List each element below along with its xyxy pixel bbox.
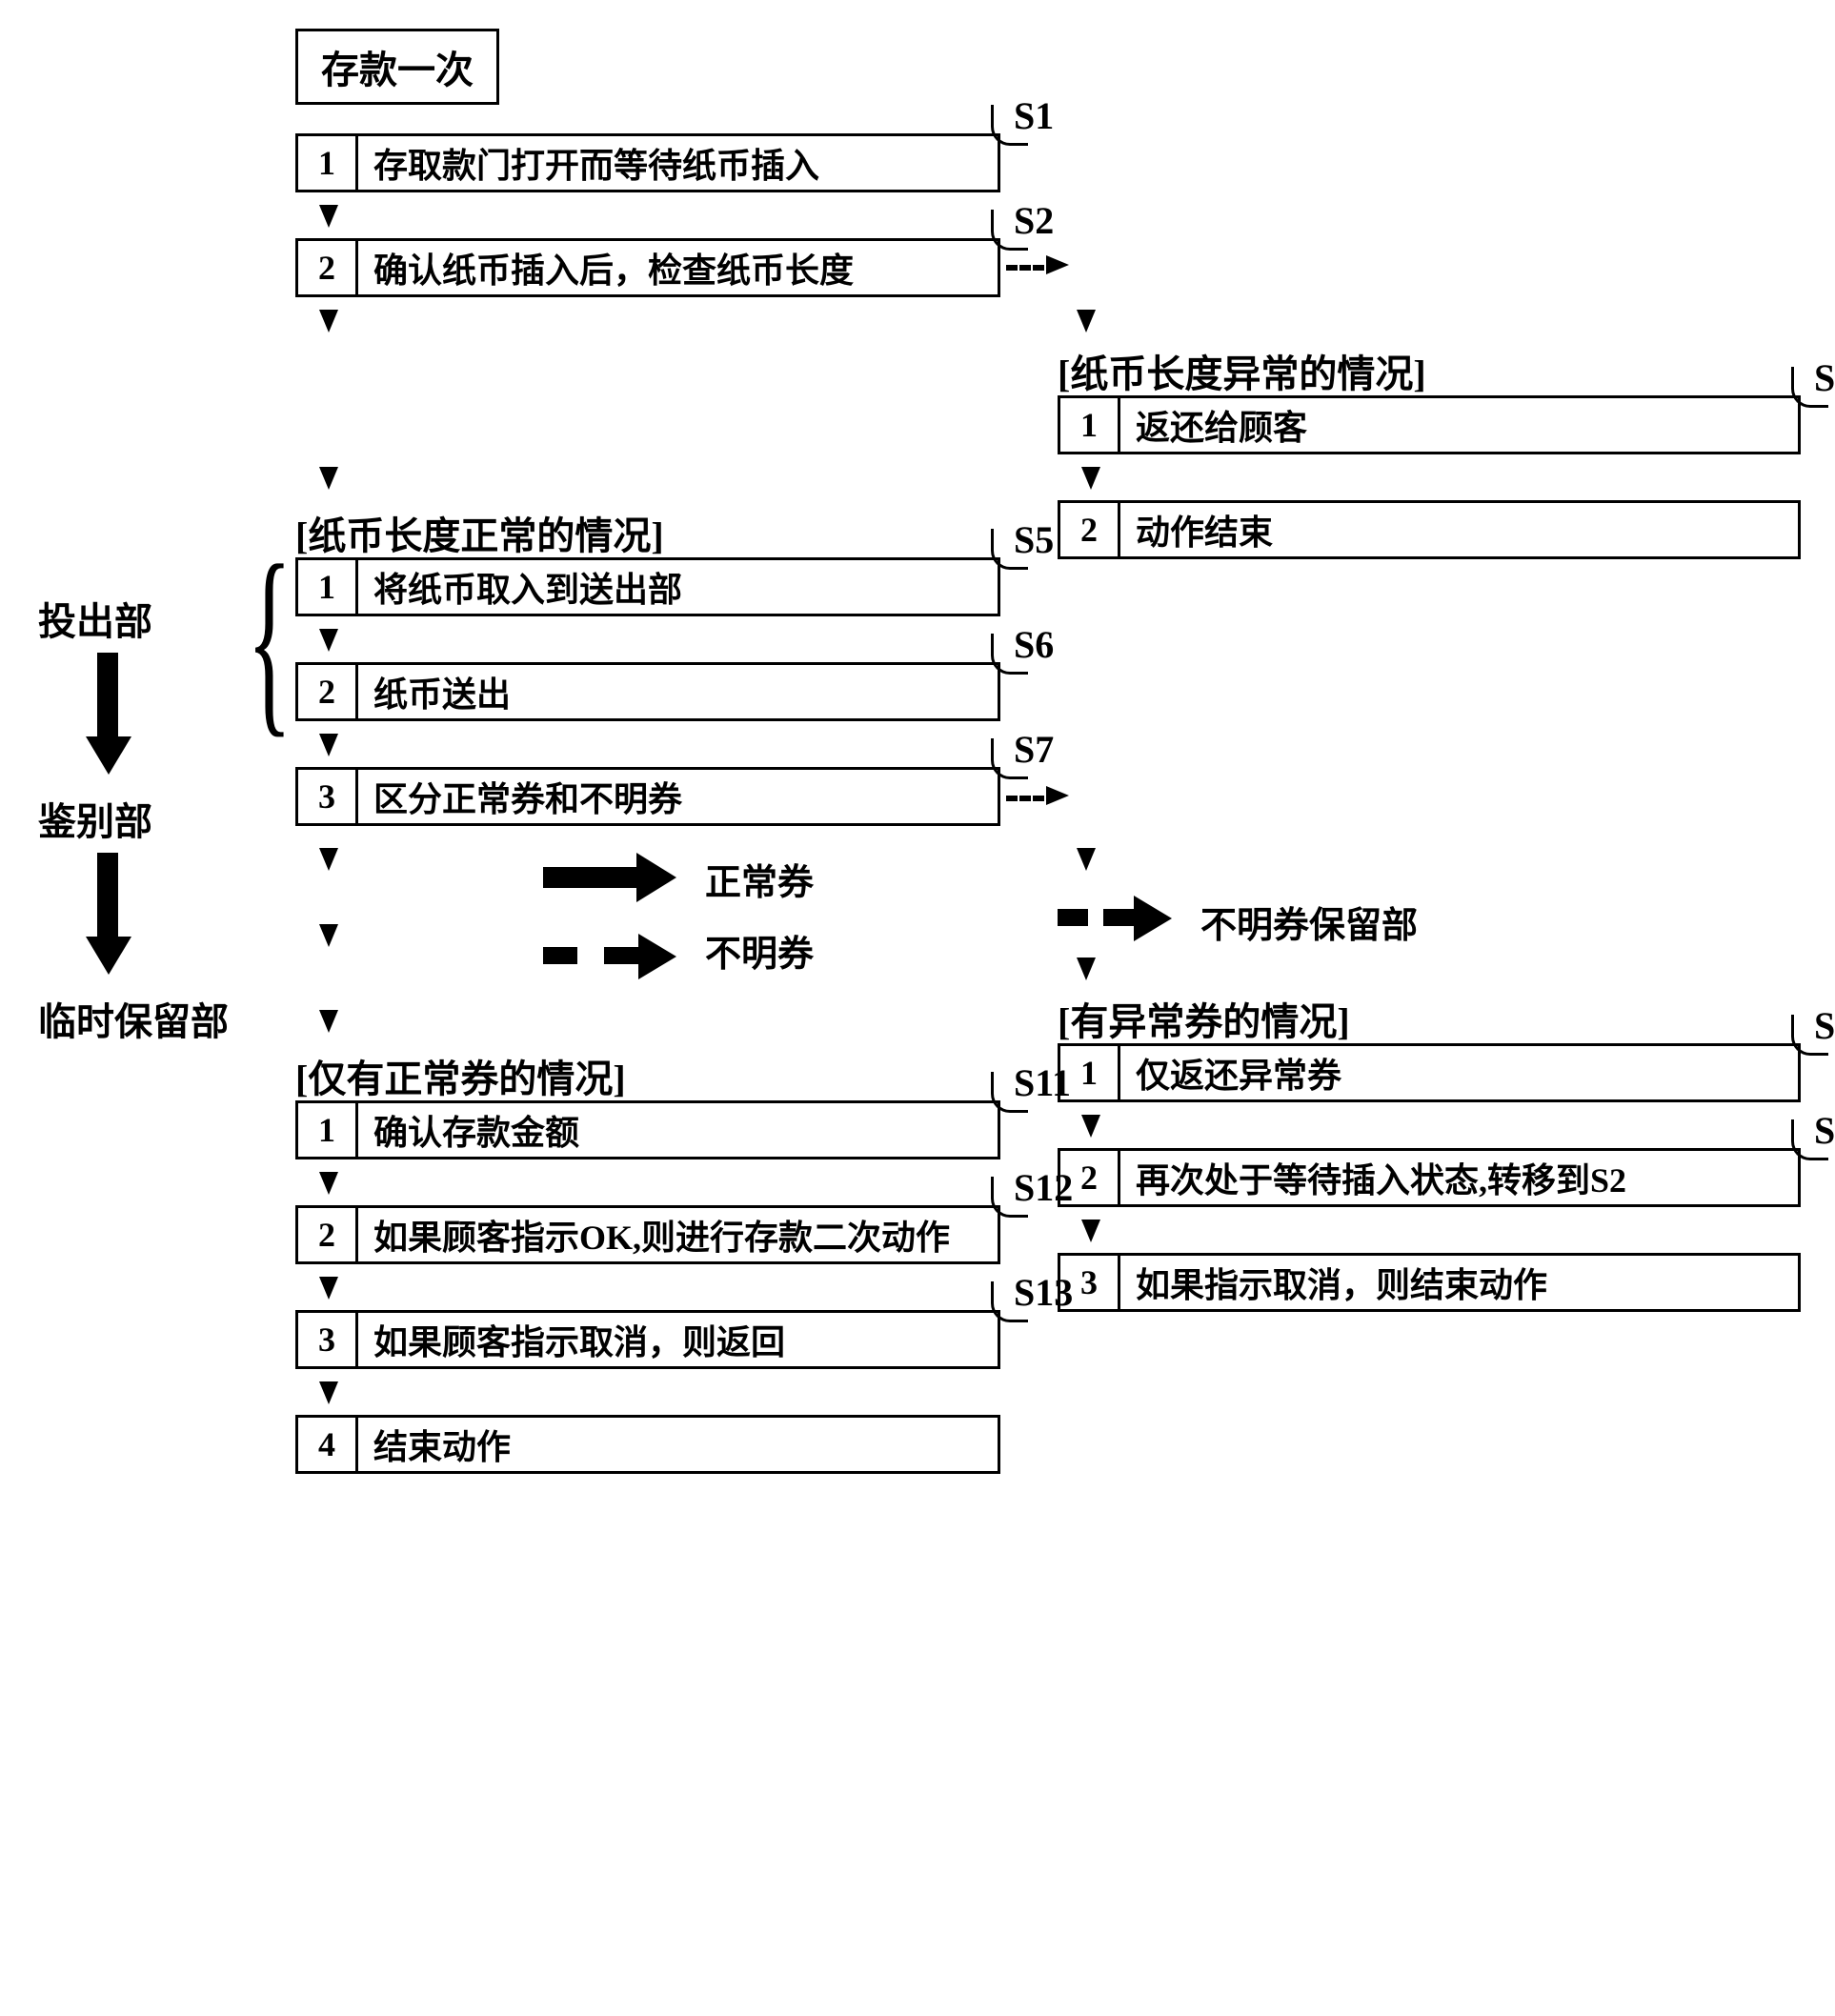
label-s11: S11	[1014, 1060, 1071, 1105]
step-s14: 4 结束动作	[295, 1415, 1000, 1474]
step-num: 3	[298, 770, 358, 823]
brace-icon: {	[247, 534, 292, 743]
step-s4: 2 动作结束	[1058, 500, 1801, 559]
arrow-icon	[1046, 255, 1069, 274]
arrow-icon	[319, 205, 338, 228]
step-text: 仅返还异常券	[1120, 1046, 1798, 1099]
step-num: 2	[298, 241, 358, 294]
arrow-icon	[319, 1172, 338, 1195]
step-text: 再次处于等待插入状态,转移到S2	[1120, 1151, 1798, 1204]
step-text: 结束动作	[358, 1418, 998, 1471]
arrow-icon	[319, 467, 338, 490]
label-unknown-retain: 不明券保留部	[1200, 896, 1418, 948]
step-num: 2	[1060, 503, 1120, 556]
step-text: 返还给顾客	[1120, 398, 1798, 452]
label-s9: S9	[1814, 1108, 1835, 1153]
step-s10: 3 如果指示取消，则结束动作	[1058, 1253, 1801, 1312]
step-num: 2	[298, 665, 358, 718]
flowchart-canvas: 存款一次 1 存取款门打开而等待纸币插入 S1 2 确认纸币插入后，检查纸币长度…	[19, 19, 1816, 1997]
step-text: 将纸币取入到送出部	[358, 560, 998, 614]
step-num: 1	[298, 136, 358, 190]
step-s5: 1 将纸币取入到送出部	[295, 557, 1000, 616]
arrow-icon	[319, 1010, 338, 1033]
side-label-temp-retain: 临时保留部	[38, 991, 229, 1046]
label-s12: S12	[1014, 1165, 1073, 1210]
step-s11: 1 确认存款金额	[295, 1100, 1000, 1159]
label-s13: S13	[1014, 1270, 1073, 1315]
section-header-abnormal-notes: [有异常券的情况]	[1058, 991, 1350, 1046]
arrow-icon	[1077, 310, 1096, 333]
step-text: 确认存款金额	[358, 1103, 998, 1157]
step-num: 1	[1060, 398, 1120, 452]
step-s2: 2 确认纸币插入后，检查纸币长度	[295, 238, 1000, 297]
arrow-icon	[319, 1381, 338, 1404]
label-s6: S6	[1014, 622, 1054, 667]
step-num: 3	[298, 1313, 358, 1366]
step-text: 动作结束	[1120, 503, 1798, 556]
label-s5: S5	[1014, 517, 1054, 562]
step-text: 存取款门打开而等待纸币插入	[358, 136, 998, 190]
step-num: 1	[298, 560, 358, 614]
step-s9: 2 再次处于等待插入状态,转移到S2	[1058, 1148, 1801, 1207]
step-s8: 1 仅返还异常券	[1058, 1043, 1801, 1102]
step-s1: 1 存取款门打开而等待纸币插入	[295, 133, 1000, 192]
section-header-normal-length: [纸币长度正常的情况]	[295, 505, 664, 560]
label-normal-note: 正常券	[705, 853, 814, 905]
arrow-icon	[319, 848, 338, 871]
arrow-icon	[319, 924, 338, 947]
label-unknown-note: 不明券	[705, 924, 814, 977]
label-s1: S1	[1014, 93, 1054, 138]
step-text: 纸币送出	[358, 665, 998, 718]
dash-connector	[1006, 265, 1044, 271]
step-text: 如果顾客指示OK,则进行存款二次动作	[358, 1208, 998, 1261]
arrow-icon	[1077, 848, 1096, 871]
flow-title: 存款一次	[295, 29, 499, 105]
label-s3: S3	[1814, 355, 1835, 400]
step-num: 4	[298, 1418, 358, 1471]
arrow-icon	[1081, 1115, 1100, 1138]
step-s12: 2 如果顾客指示OK,则进行存款二次动作	[295, 1205, 1000, 1264]
arrow-icon	[319, 629, 338, 652]
step-text: 区分正常券和不明券	[358, 770, 998, 823]
step-text: 如果顾客指示取消，则返回	[358, 1313, 998, 1366]
arrow-icon	[1081, 467, 1100, 490]
label-s2: S2	[1014, 198, 1054, 243]
arrow-icon	[1046, 786, 1069, 805]
arrow-icon	[319, 310, 338, 333]
step-text: 确认纸币插入后，检查纸币长度	[358, 241, 998, 294]
step-s3: 1 返还给顾客	[1058, 395, 1801, 454]
section-header-abnormal-length: [纸币长度异常的情况]	[1058, 343, 1426, 398]
step-num: 2	[298, 1208, 358, 1261]
dash-connector	[1006, 796, 1044, 801]
side-label-discriminate: 鉴别部	[38, 791, 152, 846]
arrow-icon	[319, 734, 338, 756]
side-label-feed: 投出部	[38, 591, 152, 646]
step-num: 1	[298, 1103, 358, 1157]
step-s7: 3 区分正常券和不明券	[295, 767, 1000, 826]
arrow-icon	[1081, 1220, 1100, 1242]
label-s8: S8	[1814, 1003, 1835, 1048]
section-header-only-normal: [仅有正常券的情况]	[295, 1048, 626, 1103]
arrow-icon	[1077, 958, 1096, 980]
step-s13: 3 如果顾客指示取消，则返回	[295, 1310, 1000, 1369]
label-s7: S7	[1014, 727, 1054, 772]
step-s6: 2 纸币送出	[295, 662, 1000, 721]
arrow-icon	[319, 1277, 338, 1300]
step-text: 如果指示取消，则结束动作	[1120, 1256, 1798, 1309]
